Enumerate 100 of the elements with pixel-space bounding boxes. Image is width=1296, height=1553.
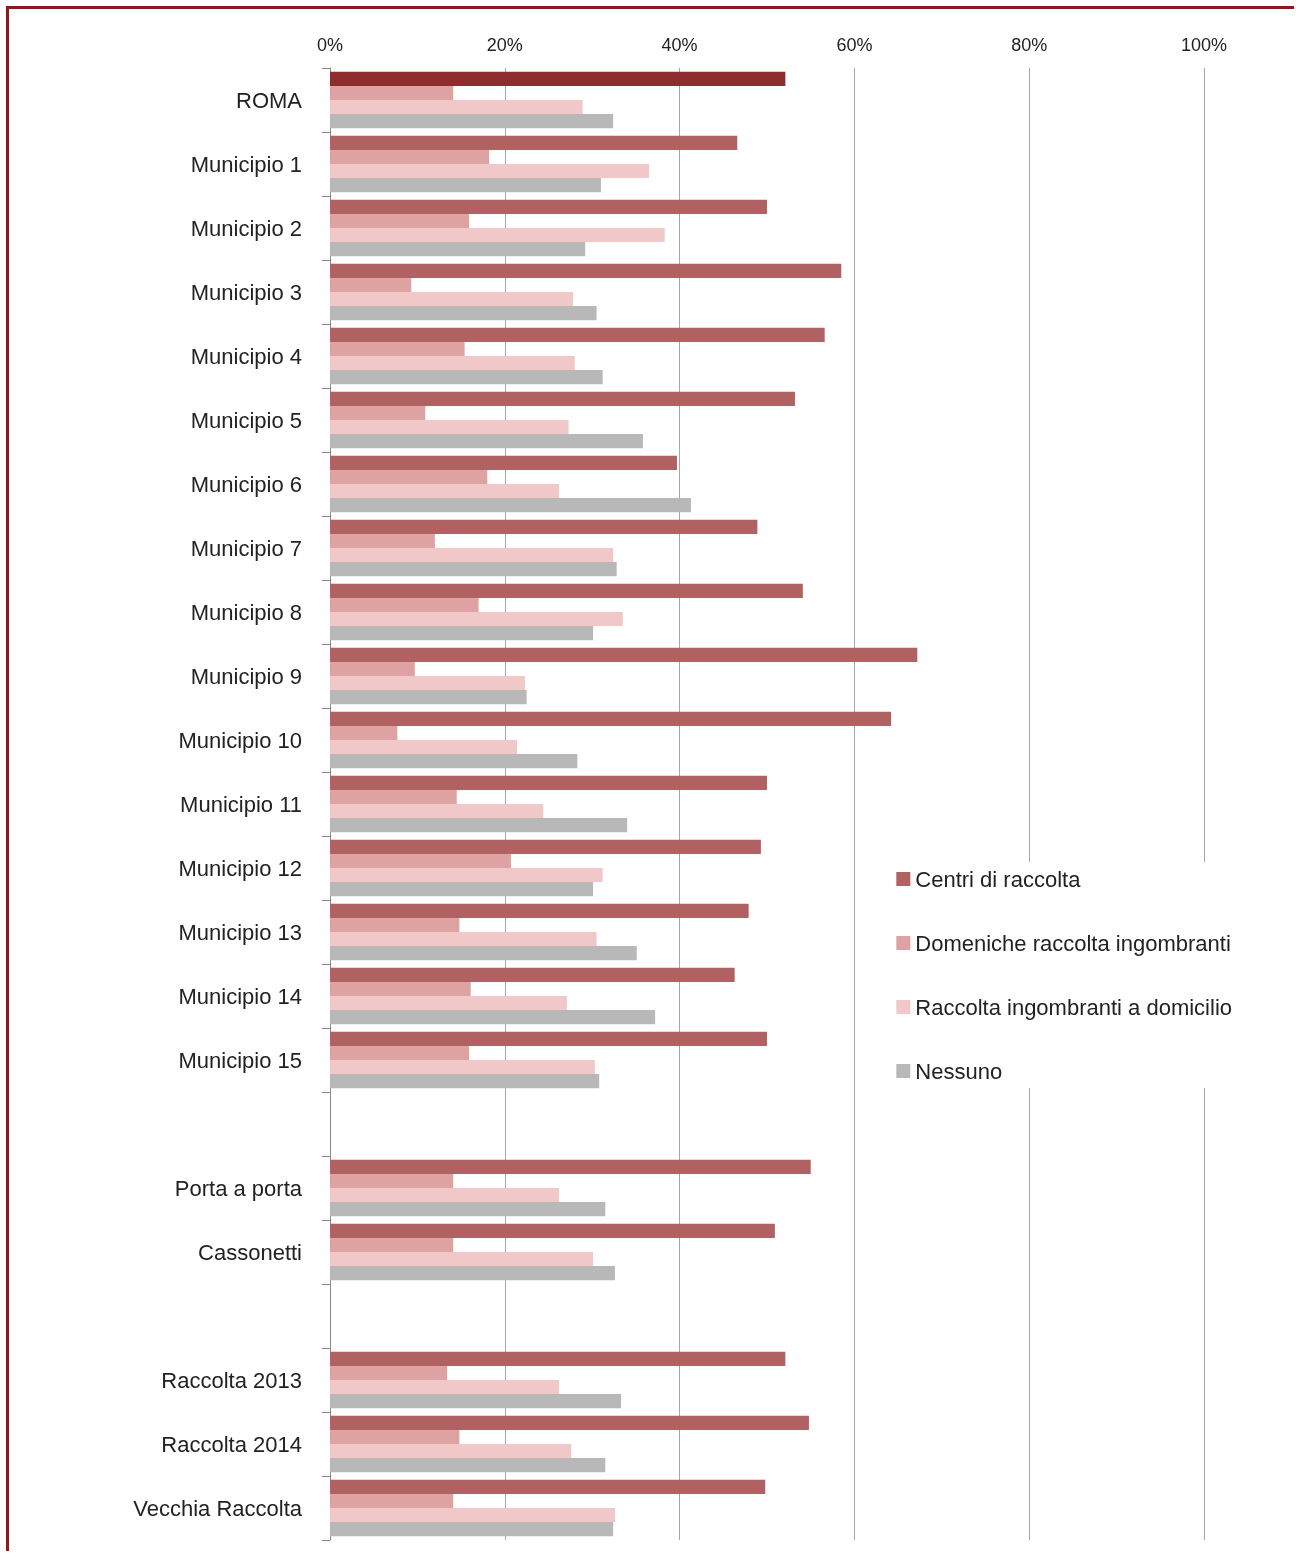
bar	[330, 469, 488, 484]
y-tick-label: Municipio 5	[190, 407, 302, 433]
bar	[330, 1351, 786, 1366]
y-tick-label: Municipio 2	[190, 215, 302, 241]
bar	[330, 775, 767, 790]
bar	[330, 1031, 767, 1046]
y-tick-label: Municipio 9	[190, 663, 302, 689]
bar	[330, 1202, 606, 1217]
bar	[330, 455, 677, 470]
y-tick-label: Municipio 12	[178, 855, 302, 881]
x-tick-label: 100%	[1180, 35, 1228, 55]
bar	[330, 1522, 614, 1537]
bar	[330, 661, 415, 676]
legend-label: Nessuno	[915, 1058, 1003, 1084]
bar	[330, 213, 469, 228]
bar	[330, 882, 594, 897]
x-tick-label: 0%	[316, 35, 344, 55]
bar	[330, 754, 578, 769]
bar	[330, 1365, 448, 1380]
legend-label: Domeniche raccolta ingombranti	[915, 930, 1231, 956]
bar	[330, 1429, 460, 1444]
bar	[330, 1252, 594, 1267]
bar	[330, 263, 842, 278]
y-tick-label: Municipio 11	[180, 791, 302, 817]
bar	[330, 967, 735, 982]
bar	[330, 420, 569, 435]
bar	[330, 981, 471, 996]
bar	[330, 1493, 454, 1508]
bar	[330, 946, 637, 961]
bar	[330, 1380, 559, 1395]
bar	[330, 1045, 469, 1060]
legend-label: Centri di raccolta	[915, 866, 1082, 892]
bar	[330, 725, 398, 740]
bar	[330, 583, 803, 598]
bar	[330, 1188, 559, 1203]
bar	[330, 242, 586, 257]
y-tick-label: Vecchia Raccolta	[133, 1495, 303, 1521]
bar	[330, 135, 738, 150]
bar	[330, 1508, 615, 1523]
legend-label: Raccolta ingombranti a domicilio	[915, 994, 1232, 1020]
bar	[330, 1173, 454, 1188]
bar	[330, 626, 594, 641]
bar	[330, 1479, 766, 1494]
bar	[330, 356, 575, 371]
bar	[330, 1458, 606, 1473]
bar	[330, 1394, 622, 1409]
bar	[330, 647, 918, 662]
x-tick-label: 60%	[836, 35, 873, 55]
bar	[330, 804, 544, 819]
bar	[330, 932, 597, 947]
bar	[330, 597, 479, 612]
bar	[330, 740, 518, 755]
bar	[330, 71, 786, 86]
y-tick-label: Municipio 14	[178, 983, 302, 1009]
bar	[330, 149, 490, 164]
x-tick-label: 20%	[486, 35, 523, 55]
bar	[330, 839, 761, 854]
bar	[330, 903, 749, 918]
bar	[330, 1223, 775, 1238]
bar	[330, 100, 583, 115]
bar	[330, 341, 465, 356]
bar	[330, 1074, 600, 1089]
bar	[330, 676, 525, 691]
bar	[330, 292, 573, 307]
bar	[330, 818, 628, 833]
y-tick-label: Municipio 15	[178, 1047, 302, 1073]
bar	[330, 1444, 572, 1459]
bar	[330, 612, 623, 627]
bar	[330, 277, 412, 292]
bar	[330, 1415, 809, 1430]
y-tick-label: Municipio 10	[178, 727, 302, 753]
y-tick-label: Municipio 6	[190, 471, 302, 497]
bar	[330, 562, 617, 577]
bar	[330, 868, 603, 883]
bar	[330, 711, 892, 726]
bar	[330, 853, 511, 868]
bar	[330, 1159, 811, 1174]
bar	[330, 327, 825, 342]
bar	[330, 996, 567, 1011]
bar	[330, 519, 758, 534]
x-tick-label: 40%	[661, 35, 698, 55]
bar	[330, 1237, 454, 1252]
bar	[330, 789, 457, 804]
y-tick-label: Raccolta 2014	[161, 1431, 302, 1457]
bar	[330, 434, 643, 449]
y-tick-label: Municipio 1	[190, 151, 302, 177]
bar	[330, 484, 559, 499]
bar	[330, 164, 650, 179]
y-tick-label: Raccolta 2013	[161, 1367, 302, 1393]
x-tick-label: 80%	[1011, 35, 1048, 55]
y-tick-label: Municipio 13	[178, 919, 302, 945]
y-tick-label: Cassonetti	[198, 1239, 302, 1265]
bar	[330, 391, 795, 406]
bar	[330, 199, 767, 214]
y-tick-label: Porta a porta	[174, 1175, 303, 1201]
bar	[330, 1266, 615, 1281]
bar	[330, 690, 527, 705]
bar	[330, 114, 614, 129]
bar	[330, 228, 665, 243]
bar	[330, 917, 460, 932]
